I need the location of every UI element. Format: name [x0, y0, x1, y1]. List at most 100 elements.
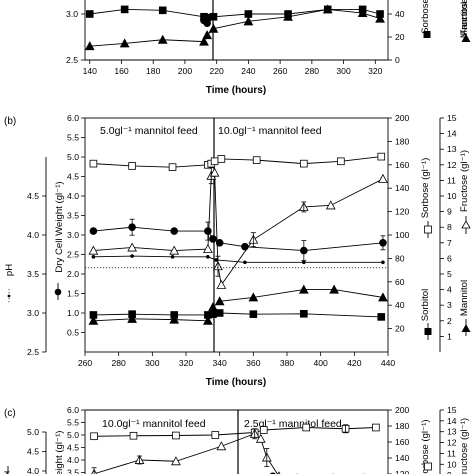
panel-a-series-0-point-5 — [209, 12, 218, 21]
panel-b-sorbose-tick-label-5: 120 — [395, 207, 410, 217]
panel-b-fructose-point-2 — [169, 245, 180, 255]
panel-c-sorbose-point-8 — [372, 423, 380, 432]
panel-c-weight-tick-label-3: 5.0 — [67, 430, 79, 440]
panel-b-ph-label: pH — [4, 264, 15, 276]
panel-b-sorbose-tick-label-3: 80 — [395, 253, 405, 263]
panel-c-label: (c) — [4, 408, 16, 419]
panel-b-ph-point-2 — [170, 255, 175, 259]
panel-a-fructose-label: Fructose — [459, 0, 470, 35]
panel-a-series-1-point-10 — [375, 13, 385, 23]
panel-a-series-0-point-0 — [85, 10, 94, 18]
panel-a-x-tick-label-4: 220 — [209, 66, 224, 76]
panel-a-series-1-point-9 — [357, 8, 368, 18]
panel-b-fructose-tick-label-3: 4 — [447, 285, 452, 295]
panel-b-x-tick-label-2: 300 — [145, 358, 160, 368]
panel-c-fructose-tick-label-0: 9 — [447, 470, 452, 474]
panel-b-label: (b) — [4, 116, 16, 127]
panel-b-sorbose-point-10 — [377, 152, 386, 161]
panel-b-x-tick-label-8: 420 — [347, 358, 362, 368]
panel-a-left-tick-label-1: 3.0 — [66, 9, 78, 19]
panel-a-series-1-point-0 — [84, 41, 95, 51]
panel-b-sorbose-tick-label-7: 160 — [395, 160, 410, 170]
panel-b-dcw-tick-label-4: 2.5 — [67, 250, 79, 260]
panel-b-ph-tick-label-0: 2.5 — [27, 347, 39, 357]
panel-c-annotation-1: 10.0gl⁻¹ mannitol feed — [102, 418, 206, 430]
panel-c-sorbose-point-6 — [302, 423, 310, 432]
panel-c-weight-label: Weight (gl⁻¹) — [54, 431, 65, 474]
panel-b-dry-cell-weight-point-2 — [170, 227, 179, 235]
panel-b-dcw-tick-label-9: 5.0 — [67, 152, 79, 162]
panel-a-x-tick-label-7: 280 — [305, 66, 320, 76]
panel-a-mannitol-label: Mannitol — [459, 2, 470, 38]
panel-b-sorbitol-label: Sorbitol — [420, 289, 431, 322]
panel-a-x-tick-label-0: 140 — [83, 66, 98, 76]
panel-b-mannitol-point-6 — [248, 292, 259, 302]
panel-b-fructose-tick-label-13: 14 — [447, 129, 457, 139]
panel-b-fructose-point-7 — [216, 279, 227, 289]
panel-b-sorbose-tick-label-6: 140 — [395, 183, 410, 193]
panel-b-sorbose-point-2 — [168, 163, 177, 171]
panel-c-fructose-tick-label-4: 13 — [447, 427, 457, 437]
panel-b-ph-tick-label-1: 3.0 — [27, 308, 39, 318]
panel-b-fructose-tick-label-9: 10 — [447, 191, 457, 201]
panel-b-x-tick-label-5: 360 — [246, 358, 261, 368]
panel-b-sorbose-label: Sorbose (gl⁻¹) — [420, 158, 431, 219]
panel-b: (b) 5.0gl⁻¹ mannitol feed 10.0gl⁻¹ manni… — [4, 113, 471, 388]
panel-b-dcw-tick-label-2: 1.5 — [67, 289, 79, 299]
panel-a-series-1-point-3 — [199, 36, 209, 46]
panel-b-dcw-tick-label-6: 3.5 — [67, 211, 79, 221]
panel-c-ph-tick-label-1: 4.0 — [27, 466, 39, 474]
panel-b-ph-line — [93, 255, 383, 263]
panel-b-sorbose-tick-label-2: 60 — [395, 277, 405, 287]
panel-b-sorbitol-point-7 — [300, 309, 308, 318]
panel-a-sorbose-label: Sorbose — [420, 0, 431, 34]
panel-b-fructose-tick-label-10: 11 — [447, 175, 456, 185]
panel-b-ph-legend-marker — [7, 294, 11, 298]
panel-b-fructose-tick-label-0: 1 — [447, 331, 452, 341]
panel-b-ph-point-4 — [214, 258, 219, 262]
panel-a-right-tick-label-1: 20 — [395, 32, 405, 42]
panel-b-fructose-point-5 — [209, 167, 220, 177]
panel-b-ph-tick-label-3: 4.0 — [27, 230, 39, 240]
panel-b-x-tick-label-1: 280 — [111, 358, 126, 368]
panel-c-fructose-tick-label-5: 14 — [447, 416, 457, 426]
panel-c-fructose-point-3 — [216, 441, 227, 451]
panel-c-ph-tick-label-3: 5.0 — [27, 427, 39, 437]
panel-a: 140 160 180 200 220 240 260 280 300 320 2.5 3.0 0 20 4… — [66, 0, 471, 96]
panel-c-sorbose-tick-label-4: 200 — [395, 405, 410, 415]
panel-b-ph-point-6 — [302, 260, 306, 265]
panel-b-mannitol-line — [93, 289, 384, 322]
panel-c-weight-tick-label-4: 5.5 — [67, 418, 79, 428]
panel-b-mannitol-point-7 — [298, 284, 309, 294]
panel-a-left-tick-label-0: 2.5 — [66, 55, 78, 65]
panel-a-x-tick-label-2: 180 — [146, 66, 161, 76]
panel-b-sorbose-tick-label-0: 20 — [395, 324, 405, 334]
panel-b-fructose-line — [93, 171, 384, 287]
panel-c-weight-tick-label-2: 4.5 — [67, 443, 79, 453]
panel-c-weight-tick-label-5: 6.0 — [67, 405, 79, 415]
panel-b-x-tick-label-7: 400 — [313, 358, 328, 368]
panel-c-sorbose-legend-marker — [424, 462, 432, 471]
panel-b-sorbose-tick-label-9: 200 — [395, 113, 410, 123]
panel-c-fructose-tick-label-6: 15 — [447, 405, 457, 415]
panel-b-fructose-tick-label-11: 12 — [447, 160, 457, 170]
panel-b-ph-point-1 — [130, 254, 134, 258]
panel-b-sorbose-point-5 — [210, 157, 219, 166]
panel-b-dcw-tick-label-7: 4.0 — [67, 191, 79, 201]
panel-b-dcw-tick-label-10: 5.5 — [67, 133, 79, 143]
panel-a-x-tick-label-6: 260 — [273, 66, 288, 76]
panel-b-x-tick-label-3: 320 — [179, 358, 194, 368]
panel-c-fructose-line — [93, 433, 279, 474]
panel-b-annotation-1: 5.0gl⁻¹ mannitol feed — [100, 125, 198, 137]
panel-c-sorbose-point-1 — [129, 431, 138, 440]
panel-a-sorbose-marker — [423, 31, 431, 38]
panel-a-series-1-point-5 — [208, 23, 219, 33]
panel-b-fructose-tick-label-6: 7 — [447, 238, 452, 248]
panel-b-fructose-tick-label-12: 13 — [447, 144, 457, 154]
panel-b-mannitol-point-9 — [378, 292, 388, 302]
panel-b-dcw-tick-label-3: 2.0 — [67, 269, 79, 279]
panel-b-sorbose-tick-label-4: 100 — [395, 230, 410, 240]
panel-b-ph-tick-label-4: 4.5 — [27, 191, 39, 201]
panel-c-weight-tick-label-0: 3.5 — [67, 468, 79, 474]
panel-b-ph-point-0 — [91, 255, 96, 259]
